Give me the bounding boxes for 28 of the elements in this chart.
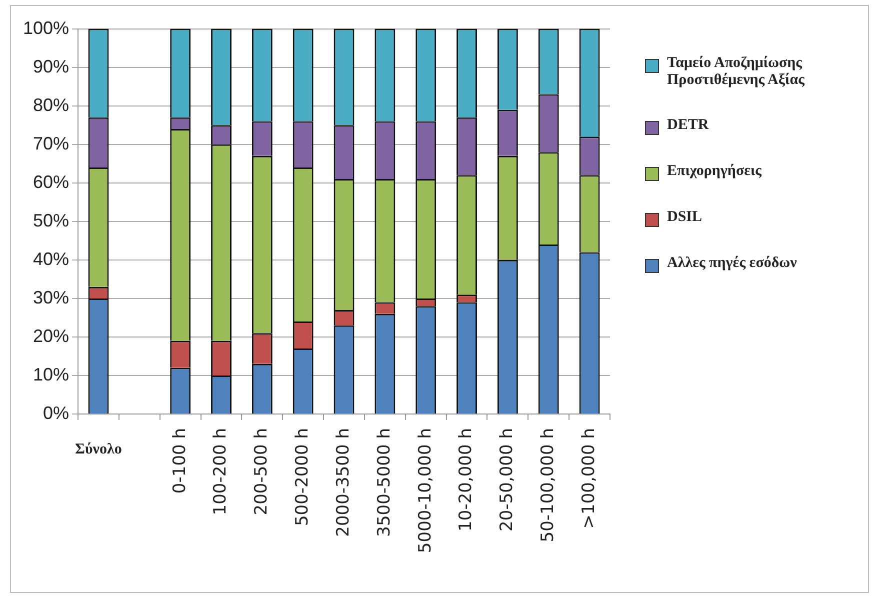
x-tick-label: Σύνολο bbox=[75, 441, 122, 458]
legend-label: Ταμείο Αποζημίωσης Προστιθέμενης Αξίας bbox=[667, 55, 806, 89]
x-tick-label: 3500-5000 h bbox=[374, 428, 394, 537]
y-tick-label: 60% bbox=[33, 172, 70, 192]
y-tick-label: 50% bbox=[33, 210, 70, 230]
x-tick-label: 20-50,000 h bbox=[497, 428, 518, 532]
x-tick-label: >100,000 h bbox=[578, 428, 599, 529]
x-tick-label: 50-100,000 h bbox=[538, 428, 558, 542]
x-tick-label: 500-2000 h bbox=[292, 428, 313, 526]
legend-label: Αλλες πηγές εσόδων bbox=[667, 255, 797, 272]
x-tick-label: 0-100 h bbox=[170, 428, 190, 494]
y-tick-label: 10% bbox=[33, 364, 70, 384]
y-tick-label: 30% bbox=[33, 287, 70, 308]
x-tick-label: 200-500 h bbox=[252, 428, 272, 516]
x-tick-label: 10-20,000 h bbox=[456, 428, 476, 532]
y-tick-label: 40% bbox=[33, 248, 70, 269]
y-tick-label: 100% bbox=[22, 18, 70, 38]
y-tick-label: 80% bbox=[33, 94, 70, 115]
y-tick-label: 20% bbox=[33, 326, 70, 346]
legend-label: DETR bbox=[667, 117, 709, 134]
legend-label: Επιχορηγήσεις bbox=[667, 163, 762, 180]
legend-label: DSIL bbox=[667, 209, 702, 226]
x-tick-label: 5000-10,000 h bbox=[415, 428, 436, 554]
x-tick-label: 100-200 h bbox=[210, 428, 231, 516]
x-tick-label: 2000-3500 h bbox=[333, 428, 354, 537]
y-tick-label: 0% bbox=[43, 402, 70, 423]
y-tick-label: 90% bbox=[33, 56, 70, 76]
y-tick-label: 70% bbox=[33, 133, 70, 154]
